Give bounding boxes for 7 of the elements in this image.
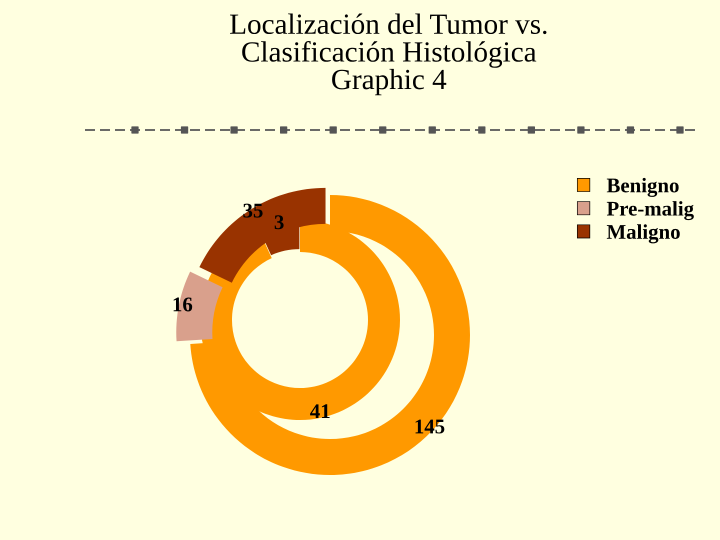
- legend-label: Pre-malig: [606, 201, 694, 220]
- data-label: 3: [274, 215, 284, 230]
- data-label: 16: [174, 297, 192, 312]
- legend-label: Maligno: [606, 224, 680, 244]
- data-label: 41: [310, 404, 330, 418]
- chart-title: Localización del Tumor vs. Clasificación Histológica Graphic 4: [230, 13, 546, 96]
- legend-label: Benigno: [606, 178, 679, 197]
